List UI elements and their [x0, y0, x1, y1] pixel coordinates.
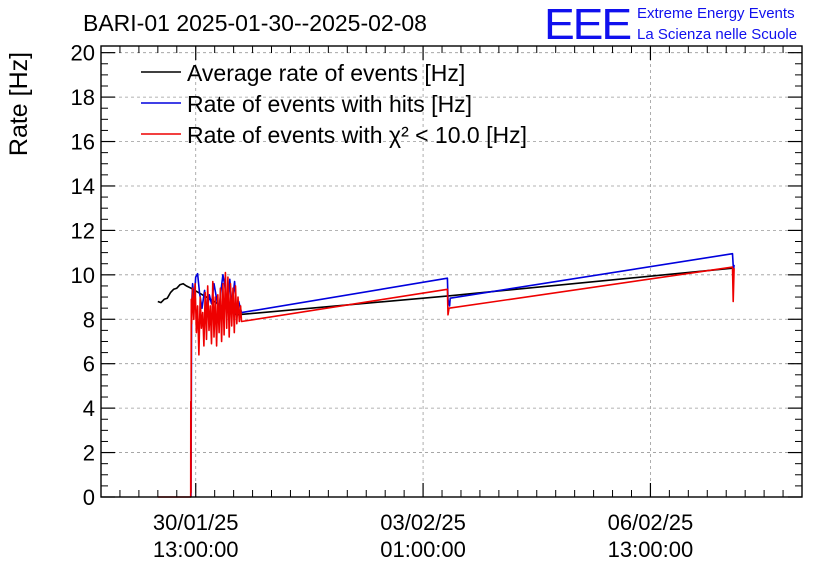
y-tick-label: 0: [83, 485, 95, 510]
y-axis-label: Rate [Hz]: [5, 52, 33, 156]
y-tick-label: 4: [83, 396, 95, 421]
label-layer: 0246810121416182030/01/2513:00:0003/02/2…: [71, 41, 694, 562]
tick-layer: [101, 46, 802, 498]
series-line-hits: [190, 252, 735, 498]
legend-label-average: Average rate of events [Hz]: [187, 60, 465, 86]
chart-title: BARI-01 2025-01-30--2025-02-08: [83, 10, 427, 36]
y-tick-label: 10: [71, 263, 95, 288]
legend-label-hits: Rate of events with hits [Hz]: [187, 91, 472, 117]
y-tick-label: 2: [83, 441, 95, 466]
x-tick-label-time: 13:00:00: [153, 537, 239, 562]
series-line-chi2: [157, 266, 735, 498]
x-tick-label-date: 30/01/25: [153, 510, 239, 535]
y-tick-label: 6: [83, 352, 95, 377]
legend-label-chi2: Rate of events with χ² < 10.0 [Hz]: [187, 122, 527, 148]
x-tick-label-time: 13:00:00: [608, 537, 694, 562]
brand-line-2: La Scienza nelle Scuole: [637, 26, 797, 43]
y-tick-label: 14: [71, 174, 95, 199]
series-layer: [157, 252, 735, 498]
brand-line-1: Extreme Energy Events: [637, 5, 795, 22]
x-tick-label-date: 06/02/25: [608, 510, 694, 535]
x-tick-label-time: 01:00:00: [380, 537, 466, 562]
legend: Average rate of events [Hz] Rate of even…: [141, 60, 527, 148]
y-tick-label: 12: [71, 218, 95, 243]
x-tick-label-date: 03/02/25: [380, 510, 466, 535]
y-tick-label: 16: [71, 130, 95, 155]
y-tick-label: 18: [71, 85, 95, 110]
y-tick-label: 8: [83, 307, 95, 332]
y-tick-label: 20: [71, 41, 95, 66]
eee-logo: EEE: [544, 0, 631, 49]
plot-frame: [100, 45, 803, 498]
